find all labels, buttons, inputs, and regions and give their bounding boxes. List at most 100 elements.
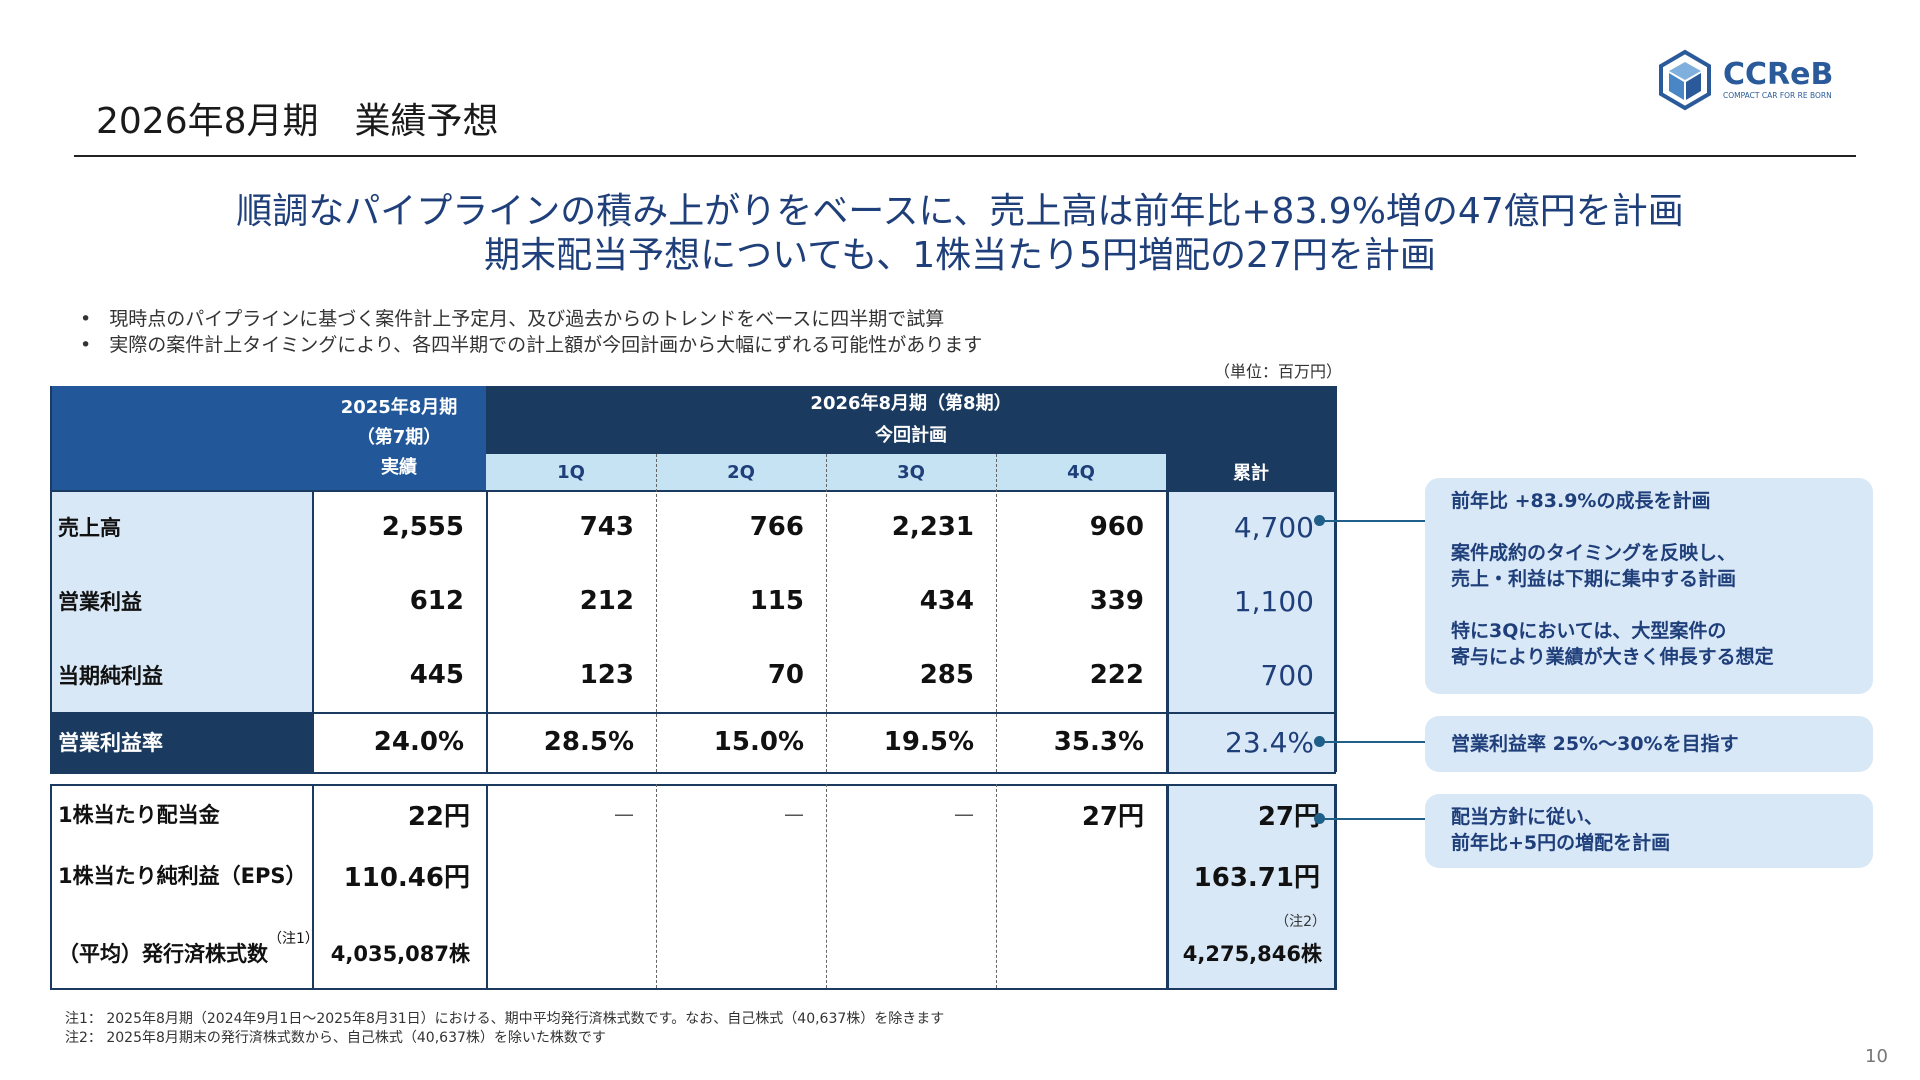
net-income-1q: 123 — [579, 660, 634, 690]
grid-line — [1334, 386, 1337, 772]
grid-line — [50, 784, 1336, 786]
row-label-eps: 1株当たり純利益（EPS） — [58, 864, 307, 888]
op-profit-1q: 212 — [579, 586, 634, 616]
quarter-header-2q: 2Q — [656, 454, 826, 490]
grid-line — [1166, 454, 1169, 772]
callout-growth-line5: 寄与により業績が大きく伸長する想定 — [1451, 646, 1774, 668]
callout-dividend: 配当方針に従い、 前年比+5円の増配を計画 — [1425, 794, 1873, 868]
op-margin-prev: 24.0% — [373, 727, 464, 757]
dividend-2q: — — [784, 802, 804, 826]
grid-line — [312, 490, 314, 772]
grid-line — [656, 784, 657, 988]
grid-line — [312, 784, 314, 988]
headline-line1: 順調なパイプラインの積み上がりをベースに、売上高は前年比+83.9%増の47億円… — [236, 191, 1684, 232]
logo-wordmark: CCReB — [1723, 57, 1833, 92]
quarter-header-3q: 3Q — [826, 454, 996, 490]
op-margin-4q: 35.3% — [1053, 727, 1144, 757]
connector-line — [1320, 818, 1425, 820]
grid-line — [486, 784, 488, 988]
net-income-4q: 222 — [1089, 660, 1144, 690]
sales-prev: 2,555 — [381, 512, 464, 542]
callout-growth: 前年比 +83.9%の成長を計画 案件成約のタイミングを反映し、 売上・利益は下… — [1425, 478, 1873, 694]
footnote-1: 注1： 2025年8月期（2024年9月1日～2025年8月31日）における、期… — [65, 1011, 945, 1027]
prev-year-header-line3: 実績 — [381, 457, 417, 478]
unit-note: （単位：百万円） — [1214, 362, 1343, 381]
title-divider — [74, 155, 1856, 157]
footnote-2: 注2： 2025年8月期末の発行済株式数から、自己株式（40,637株）を除いた… — [65, 1030, 606, 1046]
row-label-sales: 売上高 — [58, 516, 121, 540]
connector-dot — [1314, 515, 1325, 526]
op-profit-3q: 434 — [919, 586, 974, 616]
label-column-bg — [50, 490, 312, 712]
grid-line — [50, 490, 1336, 492]
op-margin-1q: 28.5% — [543, 727, 634, 757]
sales-1q: 743 — [579, 512, 634, 542]
callout-growth-line1: 前年比 +83.9%の成長を計画 — [1451, 490, 1711, 512]
dividend-3q: — — [954, 802, 974, 826]
row-label-shares: （平均）発行済株式数 （注1） — [50, 906, 319, 988]
grid-line — [826, 784, 827, 988]
callout-growth-line4: 特に3Qにおいては、大型案件の — [1451, 620, 1727, 642]
connector-dot — [1314, 813, 1325, 824]
callout-growth-line3: 売上・利益は下期に集中する計画 — [1451, 568, 1737, 590]
company-logo: CCReB COMPACT CAR FOR RE BORN — [1659, 49, 1833, 111]
prev-year-header-line1: 2025年8月期 — [340, 397, 458, 418]
grid-line — [50, 988, 1336, 990]
bullet-item: 現時点のパイプラインに基づく案件計上予定月、及び過去からのトレンドをベースに四半… — [80, 304, 944, 331]
dividend-1q: — — [614, 802, 634, 826]
prev-year-header: 2025年8月期 （第7期） 実績 — [312, 386, 486, 490]
eps-total: 163.71円 — [1193, 862, 1320, 893]
op-margin-total: 23.4% — [1225, 725, 1314, 759]
callout-dividend-line1: 配当方針に従い、 — [1451, 806, 1604, 828]
shares-label-text: （平均）発行済株式数 — [58, 942, 268, 966]
grid-line — [50, 386, 52, 772]
op-profit-prev: 612 — [409, 586, 464, 616]
grid-line — [1166, 784, 1169, 990]
op-margin-3q: 19.5% — [883, 727, 974, 757]
grid-line — [50, 784, 52, 990]
prev-year-header-line2: （第7期） — [356, 427, 442, 448]
row-label-op-margin: 営業利益率 — [58, 731, 163, 755]
page-title: 2026年8月期 業績予想 — [96, 101, 499, 142]
row-label-net-income: 当期純利益 — [58, 664, 163, 688]
shares-total: 4,275,846株 — [1182, 942, 1322, 966]
logo-tagline: COMPACT CAR FOR RE BORN — [1723, 91, 1832, 100]
callout-growth-line2: 案件成約のタイミングを反映し、 — [1451, 542, 1737, 564]
net-income-prev: 445 — [409, 660, 464, 690]
sales-4q: 960 — [1089, 512, 1144, 542]
eps-prev: 110.46円 — [343, 862, 470, 893]
page-number: 10 — [1865, 1046, 1888, 1067]
shares-total-note: （注2） — [1275, 914, 1326, 930]
dividend-4q: 27円 — [1081, 801, 1144, 832]
cumulative-lower-bg — [1166, 784, 1336, 988]
sales-3q: 2,231 — [891, 512, 974, 542]
grid-line — [1334, 784, 1337, 990]
cumulative-column-bg — [1166, 490, 1336, 772]
net-income-total: 700 — [1260, 658, 1314, 692]
sales-2q: 766 — [749, 512, 804, 542]
op-profit-2q: 115 — [749, 586, 804, 616]
grid-line — [50, 772, 1336, 774]
dividend-prev: 22円 — [407, 801, 470, 832]
quarter-header-4q: 4Q — [996, 454, 1166, 490]
op-margin-label-bg — [50, 712, 312, 772]
shares-label-note: （注1） — [268, 931, 319, 947]
cumulative-header: 累計 — [1166, 454, 1336, 490]
quarter-header-1q: 1Q — [486, 454, 656, 490]
net-income-2q: 70 — [767, 660, 804, 690]
bullet-item: 実際の案件計上タイミングにより、各四半期での計上額が今回計画から大幅にずれる可能… — [80, 330, 982, 357]
shares-prev: 4,035,087株 — [330, 942, 470, 966]
row-label-op-profit: 営業利益 — [58, 590, 142, 614]
plan-header-line2: 今回計画 — [875, 425, 947, 446]
connector-line — [1320, 520, 1425, 522]
row-label-dividend: 1株当たり配当金 — [58, 803, 220, 827]
connector-line — [1320, 741, 1425, 743]
connector-dot — [1314, 736, 1325, 747]
callout-margin: 営業利益率 25%～30%を目指す — [1425, 716, 1873, 772]
header-corner — [50, 386, 312, 490]
plan-header: 2026年8月期（第8期） 今回計画 — [486, 386, 1336, 454]
grid-line — [50, 712, 1336, 714]
grid-line — [996, 454, 997, 772]
grid-line — [656, 454, 657, 772]
callout-dividend-line2: 前年比+5円の増配を計画 — [1451, 832, 1671, 854]
